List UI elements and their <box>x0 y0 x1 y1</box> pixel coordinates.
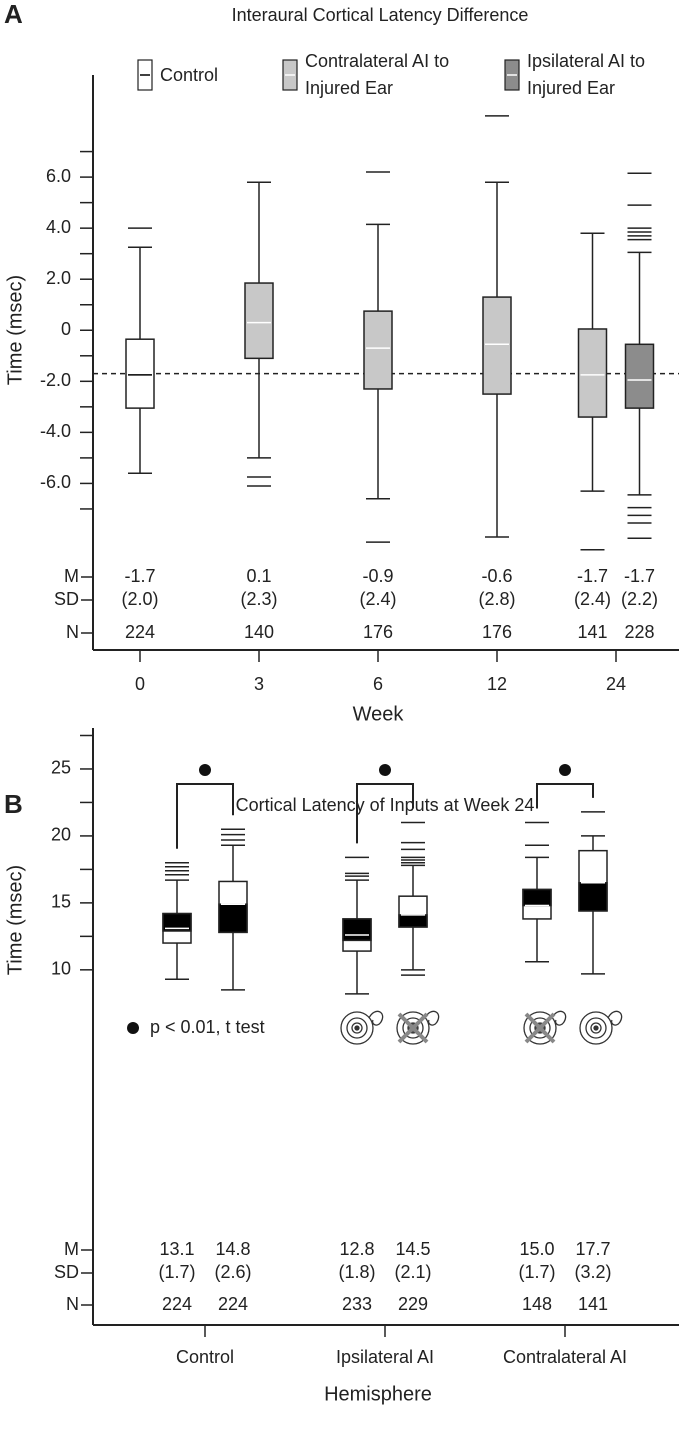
stat-mean: -1.7 <box>577 566 608 586</box>
box-band <box>218 903 248 934</box>
stat-row-label: M <box>64 566 79 586</box>
stat-mean: -0.9 <box>362 566 393 586</box>
stat-sd: (2.6) <box>214 1262 251 1282</box>
x-tick-label: Contralateral AI <box>503 1347 627 1367</box>
stat-n: 176 <box>482 622 512 642</box>
significance-dot <box>199 764 211 776</box>
stat-mean: 0.1 <box>246 566 271 586</box>
box <box>244 282 274 360</box>
chart-title: Cortical Latency of Inputs at Week 24 <box>236 795 535 815</box>
x-tick-label: Control <box>176 1347 234 1367</box>
ear-icon-lesioned <box>396 1010 440 1045</box>
box-band <box>398 914 428 928</box>
box-band <box>162 912 192 932</box>
significance-bracket <box>536 783 594 809</box>
stat-n: 176 <box>363 622 393 642</box>
stat-n: 229 <box>398 1294 428 1314</box>
panel-label: A <box>4 0 23 29</box>
y-tick-label: -4.0 <box>40 421 71 441</box>
stat-row-label: N <box>66 1294 79 1314</box>
x-axis-label: Week <box>353 703 405 725</box>
stat-sd: (2.2) <box>621 589 658 609</box>
ear-icon <box>579 1010 623 1045</box>
stat-mean: -1.7 <box>624 566 655 586</box>
stat-mean: 17.7 <box>575 1239 610 1259</box>
y-tick-label: 0 <box>61 319 71 339</box>
stat-sd: (2.1) <box>394 1262 431 1282</box>
stat-n: 148 <box>522 1294 552 1314</box>
significance-bracket <box>356 783 414 844</box>
note-dot <box>127 1022 139 1034</box>
stat-row-label: SD <box>54 589 79 609</box>
x-tick-label: 6 <box>373 674 383 694</box>
legend-label: Control <box>160 64 219 85</box>
stat-row-label: M <box>64 1239 79 1259</box>
stat-mean: -1.7 <box>124 566 155 586</box>
box <box>577 328 608 418</box>
stat-n: 140 <box>244 622 274 642</box>
box <box>125 338 155 409</box>
stat-sd: (2.0) <box>121 589 158 609</box>
y-tick-label: 25 <box>51 758 71 778</box>
legend-label: Ipsilateral AI to Injured Ear <box>527 51 646 98</box>
stat-sd: (3.2) <box>574 1262 611 1282</box>
y-tick-label: -6.0 <box>40 472 71 492</box>
box-band <box>578 882 608 912</box>
y-axis-label: Time (msec) <box>4 275 26 385</box>
stat-sd: (1.7) <box>518 1262 555 1282</box>
x-tick-label: 0 <box>135 674 145 694</box>
stat-mean: 15.0 <box>519 1239 554 1259</box>
x-axis-label: Hemisphere <box>324 1383 432 1405</box>
stat-sd: (2.3) <box>240 589 277 609</box>
significance-bracket <box>176 783 234 849</box>
stat-mean: 14.8 <box>215 1239 250 1259</box>
x-tick-label: 12 <box>487 674 507 694</box>
stat-n: 228 <box>624 622 654 642</box>
stat-n: 141 <box>578 1294 608 1314</box>
stat-mean: -0.6 <box>481 566 512 586</box>
y-tick-label: 4.0 <box>46 217 71 237</box>
y-tick-label: 10 <box>51 959 71 979</box>
stat-sd: (1.7) <box>158 1262 195 1282</box>
legend-label: Contralateral AI to Injured Ear <box>305 51 450 98</box>
stat-n: 141 <box>577 622 607 642</box>
chart-title: Interaural Cortical Latency Difference <box>232 5 529 25</box>
box <box>624 343 655 409</box>
stat-sd: (2.4) <box>359 589 396 609</box>
y-tick-label: 2.0 <box>46 268 71 288</box>
x-tick-label: Ipsilateral AI <box>336 1347 434 1367</box>
stat-mean: 13.1 <box>159 1239 194 1259</box>
stat-row-label: N <box>66 622 79 642</box>
x-tick-label: 3 <box>254 674 264 694</box>
stat-mean: 12.8 <box>339 1239 374 1259</box>
y-tick-label: 6.0 <box>46 166 71 186</box>
stat-n: 224 <box>218 1294 248 1314</box>
box <box>482 296 512 395</box>
stat-sd: (1.8) <box>338 1262 375 1282</box>
significance-dot <box>559 764 571 776</box>
stat-n: 224 <box>162 1294 192 1314</box>
box-band <box>342 918 372 942</box>
y-tick-label: -2.0 <box>40 370 71 390</box>
stat-sd: (2.8) <box>478 589 515 609</box>
stat-n: 224 <box>125 622 155 642</box>
box-band <box>522 888 552 907</box>
stat-row-label: SD <box>54 1262 79 1282</box>
y-tick-label: 15 <box>51 892 71 912</box>
ear-icon-lesioned <box>523 1010 567 1045</box>
box <box>363 310 393 390</box>
ear-icon <box>340 1010 384 1045</box>
stat-sd: (2.4) <box>574 589 611 609</box>
significance-note: p < 0.01, t test <box>150 1017 265 1037</box>
significance-dot <box>379 764 391 776</box>
y-tick-label: 20 <box>51 825 71 845</box>
y-axis-label: Time (msec) <box>4 865 26 975</box>
stat-mean: 14.5 <box>395 1239 430 1259</box>
stat-n: 233 <box>342 1294 372 1314</box>
panel-label: B <box>4 789 23 819</box>
x-tick-label: 24 <box>606 674 626 694</box>
